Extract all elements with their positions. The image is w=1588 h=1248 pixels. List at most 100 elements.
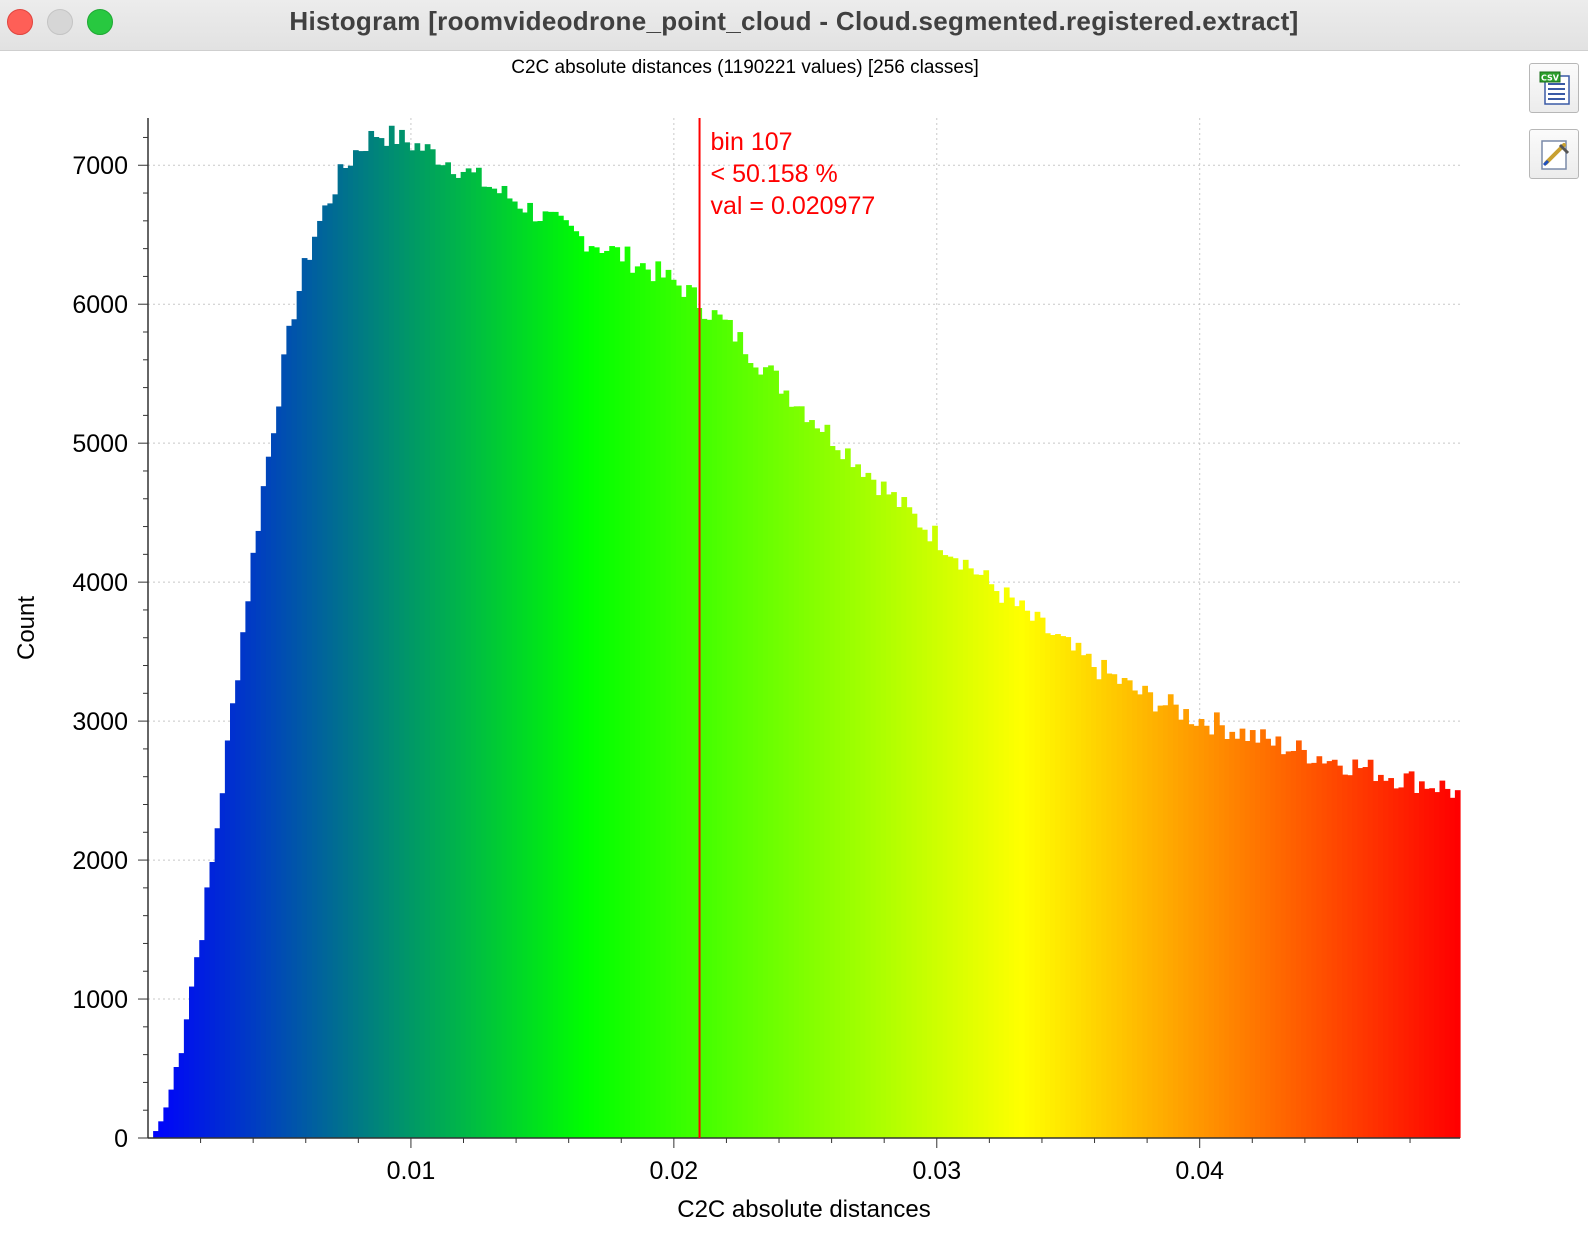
histogram-bar: [1152, 711, 1159, 1138]
histogram-bar: [1208, 734, 1215, 1138]
marker-bin-label: bin 107: [711, 128, 793, 156]
histogram-bars: [153, 125, 1461, 1139]
histogram-bar: [342, 168, 349, 1138]
histogram-bar: [1126, 680, 1133, 1138]
histogram-bar: [1337, 765, 1343, 1138]
histogram-bar: [250, 552, 257, 1138]
histogram-bar: [1229, 731, 1236, 1138]
histogram-bar: [460, 171, 467, 1139]
histogram-bar: [860, 476, 867, 1138]
histogram-bar: [286, 325, 293, 1138]
histogram-bar: [875, 495, 882, 1139]
histogram-bar: [768, 365, 774, 1138]
svg-text:CSV: CSV: [1541, 74, 1560, 83]
histogram-bar: [1065, 637, 1072, 1138]
export-csv-button[interactable]: CSV: [1529, 63, 1579, 113]
histogram-bar: [706, 319, 713, 1138]
percentile-marker[interactable]: bin 107 < 50.158 % val = 0.020977: [698, 118, 876, 1138]
histogram-bar: [583, 251, 590, 1138]
histogram-bar: [440, 165, 446, 1139]
histogram-bar: [255, 530, 262, 1138]
export-image-button[interactable]: [1529, 129, 1579, 179]
histogram-bar: [419, 150, 426, 1138]
histogram-bar: [640, 263, 646, 1138]
histogram-bar: [1106, 673, 1113, 1138]
histogram-bar: [532, 221, 539, 1139]
histogram-bar: [230, 703, 236, 1138]
histogram-bar: [1060, 636, 1066, 1138]
histogram-bar: [1121, 678, 1128, 1138]
marker-value-label: val = 0.020977: [711, 192, 876, 220]
histogram-bar: [681, 296, 687, 1138]
histogram-bar: [814, 428, 820, 1138]
histogram-bar: [404, 142, 410, 1139]
image-export-icon: [1541, 140, 1570, 170]
histogram-bar: [306, 259, 313, 1138]
histogram-bar: [1085, 653, 1092, 1138]
histogram-bar: [757, 374, 764, 1138]
histogram-bar: [265, 456, 272, 1138]
histogram-bar: [506, 198, 513, 1138]
minimize-window-button[interactable]: [47, 9, 73, 35]
histogram-bar: [542, 211, 549, 1138]
histogram-bar: [1070, 650, 1077, 1138]
histogram-bar: [1347, 775, 1353, 1138]
histogram-bar: [327, 203, 334, 1138]
histogram-bar: [957, 569, 964, 1138]
csv-export-icon: CSV: [1539, 71, 1570, 105]
histogram-bar: [624, 246, 631, 1139]
histogram-bar: [1265, 738, 1271, 1138]
histogram-bar: [1393, 788, 1400, 1138]
histogram-bar: [486, 186, 492, 1138]
histogram-bar: [1270, 745, 1277, 1138]
histogram-bar: [937, 550, 943, 1138]
histogram-bar: [891, 492, 897, 1139]
histogram-bar: [455, 177, 462, 1138]
y-tick-label: 7000: [72, 152, 128, 180]
histogram-bar: [834, 450, 841, 1138]
histogram-bar: [927, 541, 933, 1138]
histogram-bar: [670, 279, 677, 1138]
histogram-bar: [634, 266, 641, 1138]
histogram-bar: [363, 150, 369, 1139]
histogram-bar: [978, 574, 984, 1138]
histogram-bar: [1203, 725, 1210, 1138]
histogram-bar: [522, 212, 528, 1139]
histogram-bar: [1378, 774, 1384, 1138]
histogram-bar: [973, 574, 979, 1138]
histogram-bar: [291, 319, 298, 1138]
histogram-bar: [445, 162, 451, 1138]
histogram-bar: [388, 125, 395, 1138]
histogram-bar: [240, 632, 246, 1138]
histogram-bar: [686, 285, 692, 1138]
histogram-bar: [322, 205, 328, 1139]
histogram-bar: [158, 1121, 164, 1138]
histogram-bar: [383, 145, 390, 1138]
close-window-button[interactable]: [7, 9, 33, 35]
histogram-bar: [1429, 788, 1435, 1138]
histogram-bar: [932, 525, 938, 1138]
histogram-bar: [798, 406, 805, 1138]
histogram-bar: [173, 1067, 180, 1138]
histogram-bar: [691, 287, 697, 1139]
histogram-bar: [209, 862, 216, 1138]
histogram-bar: [829, 446, 836, 1138]
histogram-bar: [604, 250, 610, 1138]
histogram-bar: [552, 211, 559, 1138]
y-tick-label: 6000: [72, 291, 128, 319]
histogram-bar: [358, 151, 364, 1138]
histogram-bar: [1280, 754, 1287, 1138]
histogram-bar: [752, 367, 759, 1139]
histogram-bar: [1383, 780, 1389, 1138]
histogram-bar: [1403, 773, 1410, 1138]
histogram-bar: [998, 602, 1005, 1138]
histogram-bar: [1244, 740, 1251, 1138]
window-titlebar: Histogram [roomvideodrone_point_cloud - …: [0, 0, 1588, 51]
histogram-bar: [880, 481, 887, 1139]
histogram-bar: [1009, 597, 1015, 1138]
x-tick-label: 0.01: [387, 1157, 436, 1185]
histogram-bar: [737, 332, 744, 1139]
maximize-window-button[interactable]: [87, 9, 113, 35]
histogram-bar: [245, 601, 252, 1138]
histogram-bar: [1039, 617, 1046, 1138]
